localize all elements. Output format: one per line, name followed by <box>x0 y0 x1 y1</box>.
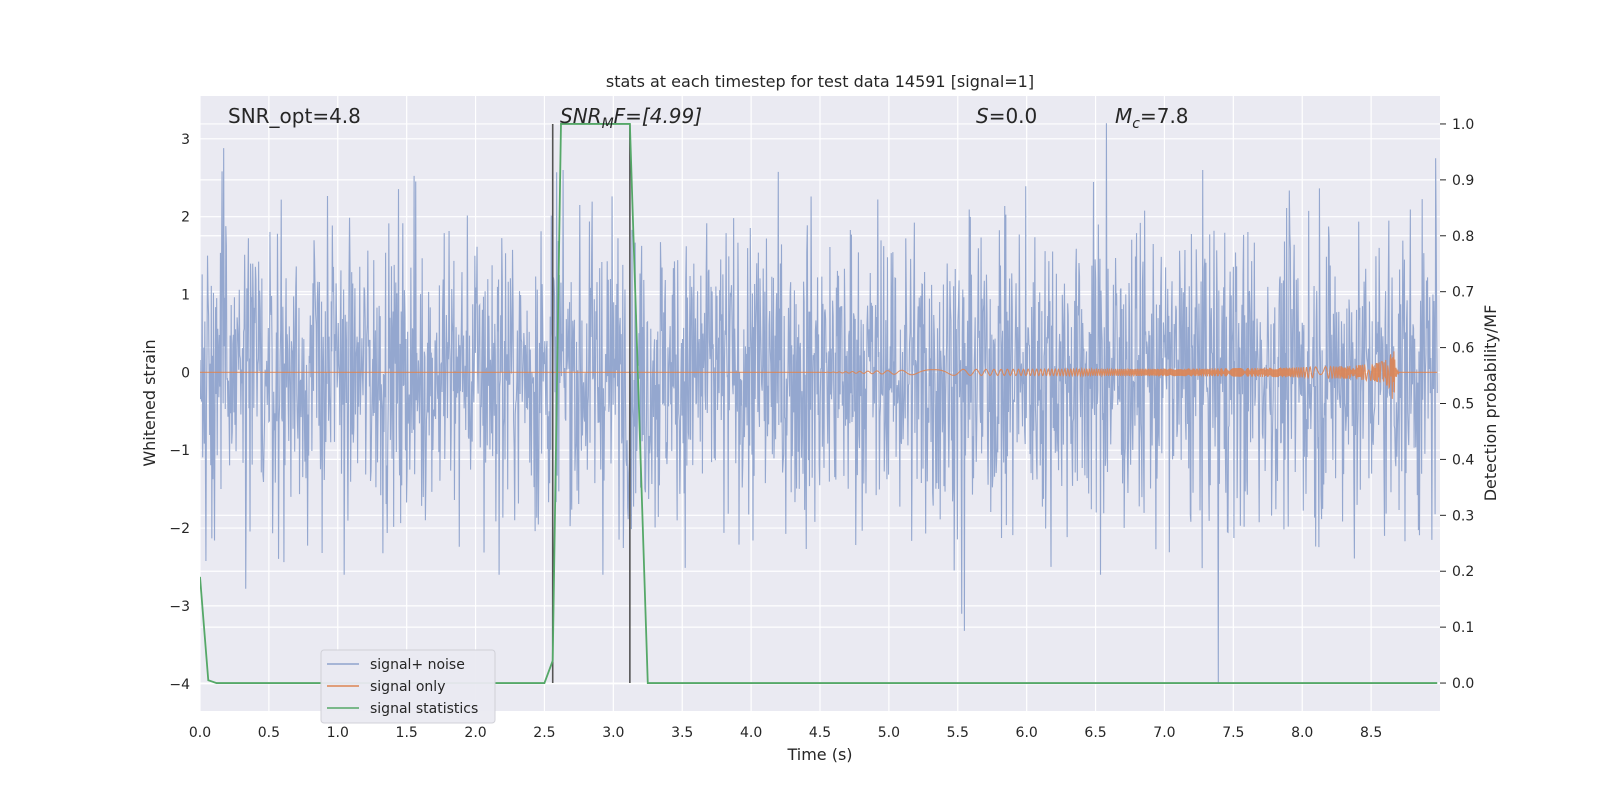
x-axis-ticks: 0.0 0.5 1.0 1.5 2.0 2.5 3.0 3.5 4.0 4.5 5.0 5.5 6.0 6… <box>189 725 1382 741</box>
y-tick-label: 3 <box>181 132 190 148</box>
vertical-lines <box>551 123 631 684</box>
series-signal-noise <box>200 123 1438 684</box>
y-tick-label: −4 <box>169 677 190 693</box>
y-axis-label: Whitened strain <box>140 339 159 466</box>
y2-axis-label: Detection probability/MF <box>1481 305 1500 502</box>
y-tick-label: −2 <box>169 521 190 537</box>
x-tick-label: 3.5 <box>671 725 693 741</box>
series-signal-only <box>200 351 1438 399</box>
line-signal-noise <box>200 123 1438 684</box>
x-tick-label: 8.5 <box>1360 725 1382 741</box>
x-tick-label: 1.5 <box>396 725 418 741</box>
legend-label-signal-only: signal only <box>370 679 445 695</box>
x-tick-label: 5.0 <box>878 725 900 741</box>
y2-tick-label: 0.1 <box>1452 620 1474 636</box>
y-tick-label: −1 <box>169 443 190 459</box>
x-axis-label: Time (s) <box>786 745 852 764</box>
annotation-snr-opt: SNR_opt=4.8 <box>228 104 361 128</box>
legend-box <box>320 649 496 724</box>
line-signal-statistics <box>200 123 1438 684</box>
y2-tick-label: 0.8 <box>1452 229 1474 245</box>
x-tick-label: 4.5 <box>809 725 831 741</box>
x-tick-label: 4.0 <box>740 725 762 741</box>
y2-tick-label: 0.6 <box>1452 341 1474 357</box>
y2-tick-label: 1.0 <box>1452 117 1474 133</box>
series-signal-statistics <box>200 123 1438 684</box>
x-tick-label: 7.5 <box>1222 725 1244 741</box>
annotation-mc: Mc=7.8 <box>1115 104 1189 132</box>
x-tick-label: 0.0 <box>189 725 211 741</box>
x-tick-label: 2.5 <box>533 725 555 741</box>
x-tick-label: 0.5 <box>258 725 280 741</box>
x-tick-label: 2.0 <box>464 725 486 741</box>
annotation-snr-mf: SNRMF=[4.99] <box>560 104 702 132</box>
y-axis-ticks: −4 −3 −2 −1 0 1 2 3 <box>169 132 190 693</box>
y2-tick-label: 0.9 <box>1452 173 1474 189</box>
y2-tick-label: 0.3 <box>1452 508 1474 524</box>
y-tick-label: −3 <box>169 599 190 615</box>
x-tick-label: 6.0 <box>1016 725 1038 741</box>
line-signal-only <box>200 351 1438 399</box>
x-tick-label: 6.5 <box>1084 725 1106 741</box>
x-tick-label: 7.0 <box>1153 725 1175 741</box>
y2-tick-label: 0.2 <box>1452 564 1474 580</box>
y2-tick-label: 0.0 <box>1452 676 1474 692</box>
y2-tick-label: 0.7 <box>1452 285 1474 301</box>
y2-tick-label: 0.4 <box>1452 452 1474 468</box>
y-tick-label: 0 <box>181 365 190 381</box>
x-tick-label: 5.5 <box>947 725 969 741</box>
y2-axis-ticks: 0.0 0.1 0.2 0.3 0.4 0.5 0.6 0.7 0.8 0.9 1.0 <box>1440 117 1474 692</box>
legend-label-signal-statistics: signal statistics <box>370 701 478 717</box>
legend: signal+ noise signal only signal statist… <box>320 649 496 724</box>
annotation-s: S=0.0 <box>976 104 1037 128</box>
legend-label-signal-noise: signal+ noise <box>370 657 465 673</box>
y2-tick-label: 0.5 <box>1452 397 1474 413</box>
chart-title: stats at each timestep for test data 145… <box>606 72 1034 91</box>
x-tick-label: 3.0 <box>602 725 624 741</box>
x-tick-label: 8.0 <box>1291 725 1313 741</box>
y-tick-label: 1 <box>181 288 190 304</box>
x-tick-label: 1.0 <box>327 725 349 741</box>
y-tick-label: 2 <box>181 210 190 226</box>
